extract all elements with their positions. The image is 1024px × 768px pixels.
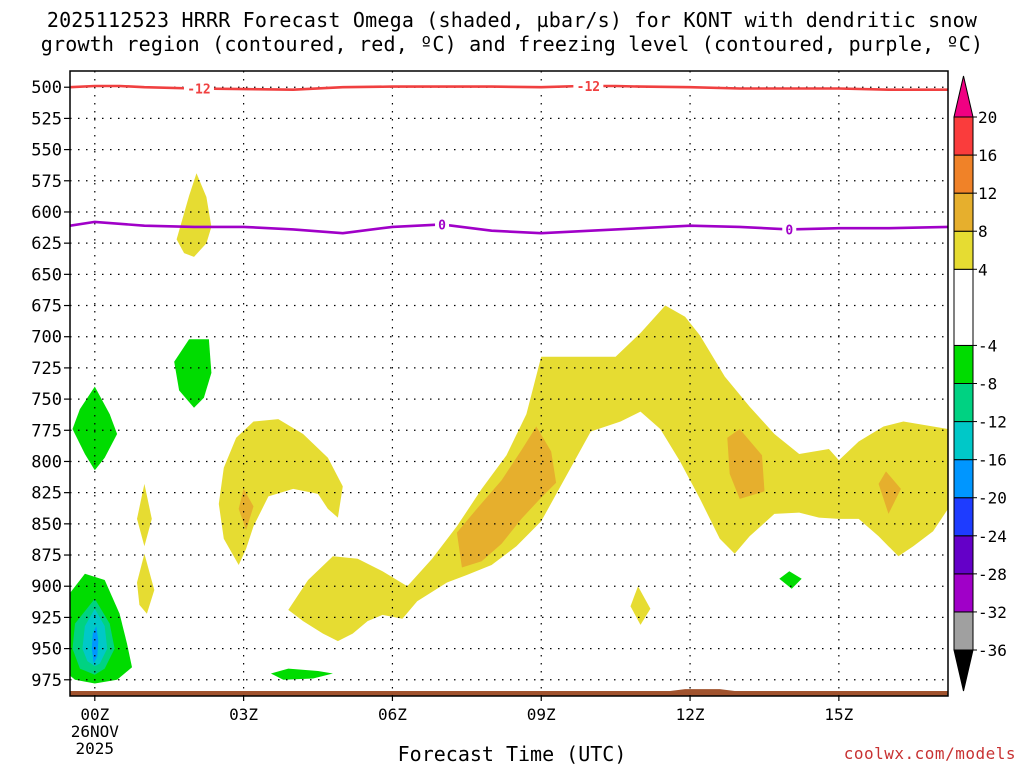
shaded-region-rising-long-yellow (288, 305, 948, 642)
contour-label-bg (183, 80, 214, 97)
colorbar-label-4: 4 (978, 260, 988, 279)
title-line-1: 2025112523 HRRR Forecast Omega (shaded, … (46, 8, 978, 32)
contour-label-bg (435, 216, 450, 233)
x-tick-label-12Z: 12Z (676, 705, 705, 724)
x-tick-label-03Z: 03Z (229, 705, 258, 724)
y-axis: 500 525 550 575 600 625 650 675 700 725 750 775 800 8… (31, 78, 70, 691)
colorbar-label-8: 8 (978, 222, 988, 241)
y-tick-label-750: 750 (31, 390, 62, 410)
colorbar-label-16: 16 (978, 146, 997, 165)
x-tick-label-09Z: 09Z (527, 705, 556, 724)
colorbar-band--4-to-4 (953, 268, 974, 346)
shaded-region-rising-small-2 (137, 553, 155, 614)
contour-label-bg (573, 77, 604, 94)
y-tick-label-700: 700 (31, 328, 62, 348)
colorbar-label--24: -24 (978, 527, 1007, 546)
colorbar-label--16: -16 (978, 451, 1007, 470)
colorbar-label--4: -4 (978, 336, 997, 355)
shaded-region-rising-small-3 (630, 586, 651, 625)
x-axis-title: Forecast Time (UTC) (397, 742, 627, 766)
ground-strip (70, 691, 948, 696)
contour-label-dendritic-growth: -12 (187, 83, 210, 98)
chart-title: 2025112523 HRRR Forecast Omega (shaded, … (0, 8, 1024, 56)
shaded-region-sinking-green-2 (174, 339, 212, 408)
colorbar-label-12: 12 (978, 184, 997, 203)
y-tick-label-675: 675 (31, 297, 62, 317)
colorbar-label--28: -28 (978, 565, 1007, 584)
contour-label-bg (782, 221, 797, 238)
y-tick-label-975: 975 (31, 671, 62, 691)
credit-text: coolwx.com/models (843, 744, 1016, 763)
x-tick-label-15Z: 15Z (824, 705, 853, 724)
y-tick-label-525: 525 (31, 109, 62, 129)
y-tick-label-850: 850 (31, 515, 62, 535)
shaded-region-sinking-green-1 (72, 386, 118, 471)
colorbar-band-4-to-8 (953, 230, 974, 270)
x-tick-date: 26NOV (71, 722, 120, 741)
colorbar-band--36-to--32 (953, 611, 974, 651)
contour-lines: -12 -12 0 0 (70, 77, 948, 238)
colorbar-band--16-to--12 (953, 421, 974, 461)
contour-label-freezing-level: 0 (438, 218, 446, 233)
title-line-2: growth region (contoured, red, ºC) and f… (40, 32, 984, 56)
shaded-region-sinking-green-4 (270, 668, 333, 680)
colorbar-over-arrow (953, 75, 974, 118)
colorbar-band--32-to--28 (953, 573, 974, 613)
colorbar-label-20: 20 (978, 108, 997, 127)
colorbar-band--8-to--4 (953, 344, 974, 384)
grid-lines (70, 71, 948, 696)
shaded-region-rising-orange-3 (727, 429, 765, 499)
colorbar-label--8: -8 (978, 375, 997, 394)
shaded-region-rising-main-yellow (218, 419, 343, 565)
contour-label-dendritic-growth: -12 (577, 80, 600, 95)
y-tick-label-575: 575 (31, 172, 62, 192)
x-tick-label-06Z: 06Z (378, 705, 407, 724)
shaded-region-rising-upper-yellow (176, 173, 212, 257)
y-tick-label-625: 625 (31, 234, 62, 254)
shaded-region-rising-orange-4 (878, 471, 901, 514)
colorbar-label--20: -20 (978, 489, 1007, 508)
colorbar-band--24-to--20 (953, 497, 974, 537)
colorbar-under-arrow (953, 649, 974, 692)
y-tick-label-775: 775 (31, 421, 62, 441)
colorbar-band-16-to-20 (953, 116, 974, 156)
y-tick-label-725: 725 (31, 359, 62, 379)
y-tick-label-550: 550 (31, 141, 62, 161)
contour-label-freezing-level: 0 (785, 223, 793, 238)
shaded-region-rising-orange-1 (238, 488, 254, 531)
colorbar-band--20-to--16 (953, 459, 974, 499)
colorbar: 20 16 12 8 4 -4 -8 -12 -16 -20 -24 -28 -32 -36 (953, 75, 1007, 692)
shaded-region-sinking-blue (91, 626, 99, 664)
plot-frame (69, 70, 949, 697)
y-tick-label-900: 900 (31, 577, 62, 597)
x-tick-label-00Z: 00Z (80, 705, 109, 724)
y-tick-label-800: 800 (31, 452, 62, 472)
shaded-region-rising-orange-2 (456, 426, 557, 568)
omega-shading (70, 173, 948, 684)
colorbar-label--36: -36 (978, 641, 1007, 660)
x-tick-year: 2025 (76, 739, 115, 758)
y-tick-label-875: 875 (31, 546, 62, 566)
y-tick-label-825: 825 (31, 484, 62, 504)
shaded-region-sinking-green-5 (779, 571, 802, 589)
colorbar-band--28-to--24 (953, 535, 974, 575)
shaded-region-rising-small-1 (137, 483, 152, 547)
colorbar-band--12-to--8 (953, 383, 974, 423)
y-tick-label-925: 925 (31, 608, 62, 628)
contour-line-dendritic-growth (70, 84, 948, 91)
colorbar-label--12: -12 (978, 413, 1007, 432)
colorbar-band-8-to-12 (953, 192, 974, 232)
y-tick-label-950: 950 (31, 640, 62, 660)
y-tick-label-600: 600 (31, 203, 62, 223)
y-tick-label-500: 500 (31, 78, 62, 98)
colorbar-band-12-to-16 (953, 154, 974, 194)
y-tick-label-650: 650 (31, 265, 62, 285)
ground-bump (670, 689, 735, 691)
colorbar-label--32: -32 (978, 603, 1007, 622)
ground-terrain (70, 689, 948, 696)
